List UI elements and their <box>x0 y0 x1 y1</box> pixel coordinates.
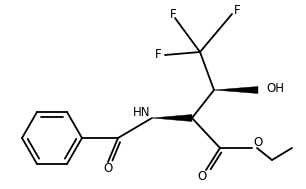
Polygon shape <box>152 115 192 122</box>
Text: O: O <box>253 136 262 149</box>
Text: HN: HN <box>132 106 150 119</box>
Text: OH: OH <box>266 81 284 94</box>
Polygon shape <box>214 87 258 94</box>
Text: F: F <box>170 8 176 20</box>
Text: F: F <box>234 4 240 16</box>
Text: F: F <box>155 47 161 60</box>
Text: O: O <box>103 163 113 176</box>
Text: O: O <box>197 170 207 184</box>
